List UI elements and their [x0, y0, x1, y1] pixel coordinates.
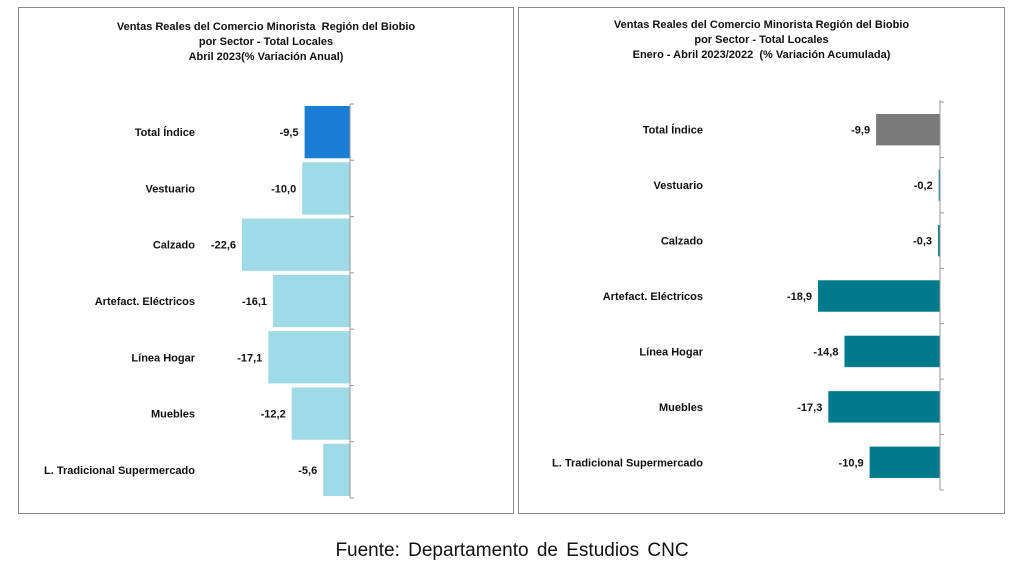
bar-5: [291, 387, 350, 440]
chart-panel-anual: Ventas Reales del Comercio Minorista Reg…: [18, 7, 514, 514]
bar-1: [302, 162, 350, 215]
category-label: Línea Hogar: [131, 352, 195, 364]
bar-chart-anual: Total Índice -9,5 Vestuario -10,0 Calzado -22…: [44, 103, 354, 499]
category-label: Total Índice: [135, 126, 195, 139]
bar-4: [268, 331, 350, 384]
data-label: -0,3: [913, 236, 932, 248]
category-label: Artefact. Eléctricos: [603, 291, 703, 303]
bar-4: [844, 335, 940, 368]
data-label: -12,2: [261, 409, 286, 421]
bar-2: [938, 224, 940, 257]
bar-0: [304, 106, 350, 159]
data-label: -9,5: [280, 127, 299, 139]
category-label: Artefact. Eléctricos: [95, 296, 195, 308]
chart-panel-acumulada: Ventas Reales del Comercio Minorista Reg…: [518, 7, 1005, 514]
category-label: Calzado: [153, 240, 195, 252]
category-label: Vestuario: [653, 180, 703, 192]
category-label: Vestuario: [145, 183, 195, 195]
category-label: Muebles: [659, 402, 703, 414]
chart-title-line: por Sector - Total Locales: [694, 34, 829, 46]
chart-title-anual: Ventas Reales del Comercio Minorista Reg…: [19, 20, 513, 65]
chart-title-line: Ventas Reales del Comercio Minorista Reg…: [613, 19, 910, 31]
data-label: -14,8: [813, 346, 838, 358]
chart-title-acumulada: Ventas Reales del Comercio Minorista Reg…: [519, 18, 1004, 63]
data-label: -17,1: [237, 352, 262, 364]
data-label: -18,9: [787, 291, 812, 303]
data-label: -0,2: [914, 180, 933, 192]
category-label: Línea Hogar: [639, 346, 703, 358]
chart-title-line: Ventas Reales del Comercio Minorista Reg…: [116, 21, 416, 33]
bar-6: [323, 443, 350, 496]
data-label: -22,6: [211, 240, 236, 252]
bar-chart-acumulada: Total Índice -9,9 Vestuario -0,2 Calzado -0,3…: [552, 100, 944, 491]
category-label: Total Índice: [643, 124, 703, 137]
category-label: L. Tradicional Supermercado: [44, 465, 195, 477]
data-label: -16,1: [242, 296, 267, 308]
bar-2: [242, 218, 350, 271]
category-label: Calzado: [661, 236, 703, 248]
data-label: -17,3: [797, 402, 822, 414]
source-footer: Fuente: Departamento de Estudios CNC: [335, 540, 689, 561]
category-label: Muebles: [151, 409, 195, 421]
chart-title-line: Abril 2023(% Variación Anual): [188, 51, 344, 63]
chart-title-line: Enero - Abril 2023/2022 (% Variación Acu…: [632, 49, 891, 61]
data-label: -10,0: [271, 183, 296, 195]
chart-title-line: por Sector - Total Locales: [198, 36, 334, 48]
bar-5: [828, 391, 940, 423]
data-label: -9,9: [851, 125, 870, 137]
bar-3: [818, 280, 940, 312]
data-label: -5,6: [298, 465, 317, 477]
data-label: -10,9: [839, 457, 864, 469]
bar-6: [869, 446, 940, 478]
bar-3: [273, 274, 350, 328]
category-label: L. Tradicional Supermercado: [552, 457, 703, 469]
bar-0: [876, 114, 940, 146]
bar-1: [938, 169, 941, 201]
